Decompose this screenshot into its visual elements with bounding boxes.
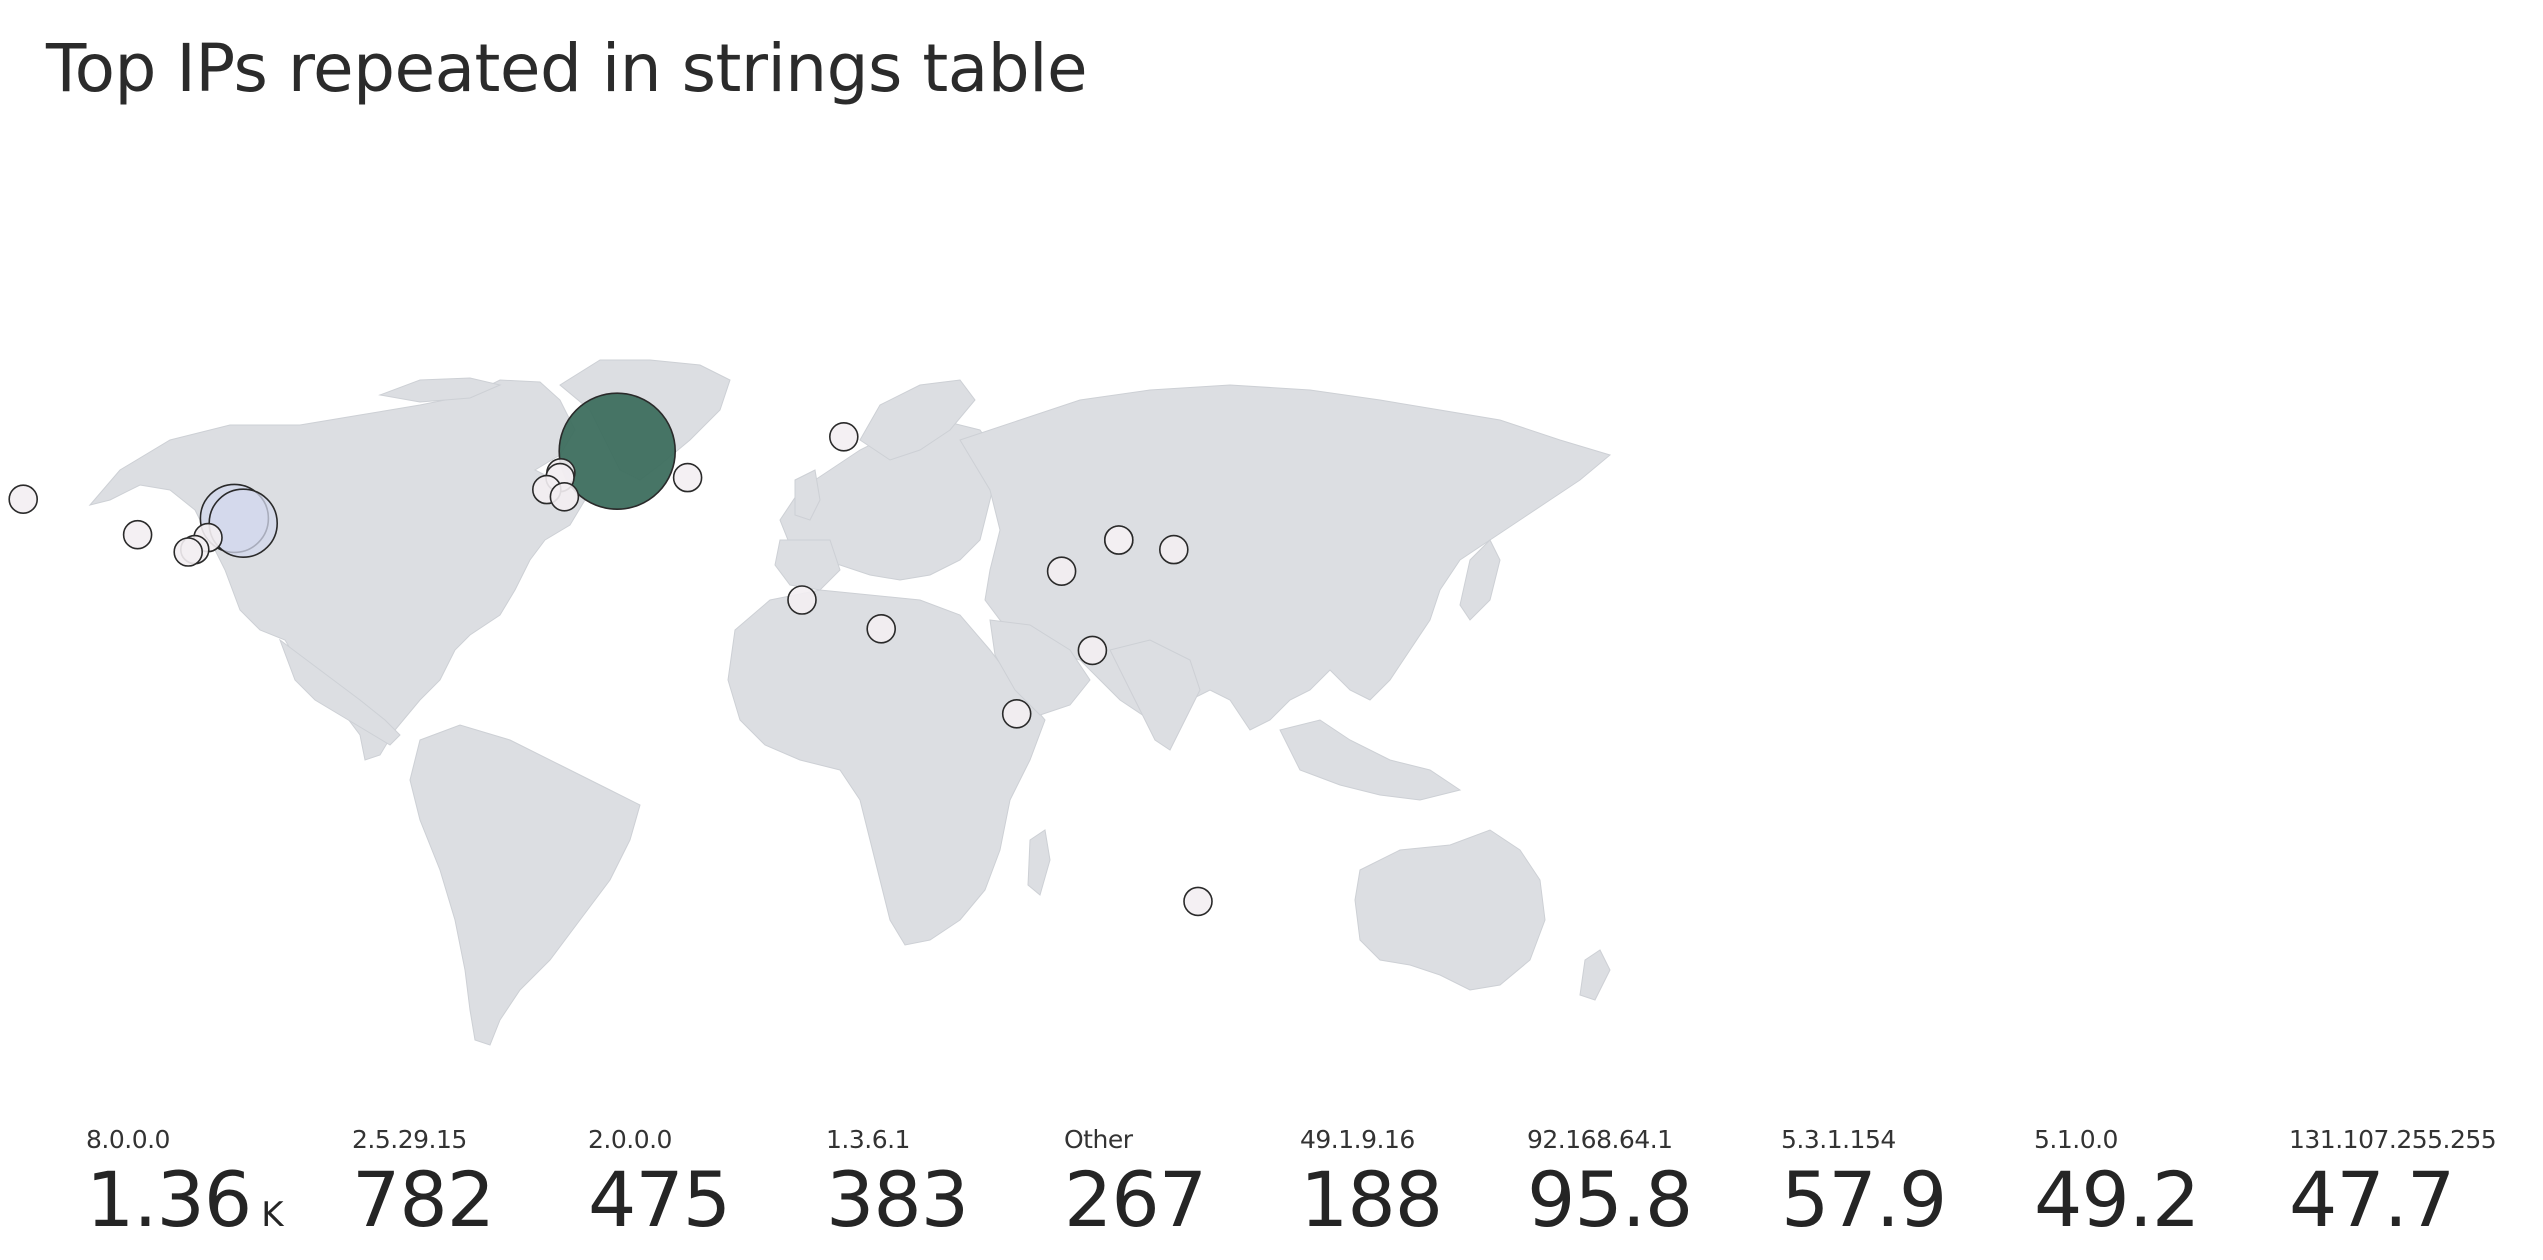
kpi-value: 47.7 (2289, 1155, 2455, 1244)
kpi-tile[interactable]: 49.1.9.16 188 (1300, 1125, 1443, 1244)
kpi-value: 57.9 (1781, 1155, 1947, 1244)
kpi-tile[interactable]: 5.1.0.0 49.2 (2034, 1125, 2200, 1244)
map-bubble[interactable] (1159, 534, 1189, 565)
map-bubble[interactable] (828, 421, 859, 452)
kpi-value-number: 1.36 (86, 1155, 252, 1244)
map-bubble[interactable] (549, 481, 580, 512)
page-title: Top IPs repeated in strings table (46, 30, 1088, 107)
land-australia (1354, 829, 1546, 991)
map-bubble[interactable] (122, 519, 153, 550)
land-madagascar (1027, 829, 1051, 896)
land-arctic-islands (378, 377, 502, 403)
land-layer (88, 359, 1612, 1046)
kpi-tile[interactable]: 8.0.0.0 1.36 K (86, 1125, 284, 1238)
kpi-tile[interactable]: 5.3.1.154 57.9 (1781, 1125, 1947, 1244)
kpi-label: 2.5.29.15 (352, 1125, 467, 1154)
kpi-value: 383 (826, 1155, 969, 1244)
land-britain (794, 469, 821, 521)
kpi-tile[interactable]: 1.3.6.1 383 (826, 1125, 969, 1244)
kpi-label: 8.0.0.0 (86, 1125, 170, 1154)
map-bubble[interactable] (1104, 525, 1134, 555)
map-bubble[interactable] (1001, 698, 1032, 729)
land-mexico-central-america (278, 638, 401, 746)
kpi-label: 131.107.255.255 (2289, 1125, 2497, 1154)
map-bubble[interactable] (173, 537, 203, 567)
kpi-tile[interactable]: Other 267 (1064, 1125, 1207, 1244)
kpi-value: 1.36 K (86, 1162, 284, 1238)
kpi-value: 782 (352, 1155, 495, 1244)
map-bubble[interactable] (558, 392, 677, 511)
kpi-label: Other (1064, 1125, 1133, 1154)
kpi-tiles: 8.0.0.0 1.36 K 2.5.29.15 782 2.0.0.0 475 … (0, 1125, 2543, 1260)
kpi-label: 5.1.0.0 (2034, 1125, 2118, 1154)
land-scandinavia (859, 379, 976, 461)
kpi-tile[interactable]: 2.5.29.15 782 (352, 1125, 495, 1244)
kpi-value: 475 (588, 1155, 731, 1244)
land-iberia (774, 539, 841, 591)
land-new-zealand (1579, 949, 1611, 1001)
world-map-canvas (8, 359, 1612, 1046)
kpi-value: 49.2 (2034, 1155, 2200, 1244)
kpi-label: 2.0.0.0 (588, 1125, 672, 1154)
kpi-value: 95.8 (1527, 1155, 1693, 1244)
kpi-tile[interactable]: 131.107.255.255 47.7 (2289, 1125, 2497, 1244)
kpi-label: 92.168.64.1 (1527, 1125, 1673, 1154)
map-bubble[interactable] (1077, 635, 1108, 666)
land-southeast-asia (1279, 719, 1462, 801)
kpi-value: 188 (1300, 1155, 1443, 1244)
kpi-value: 267 (1064, 1155, 1207, 1244)
map-bubble[interactable] (1183, 886, 1213, 917)
land-japan (1459, 539, 1501, 621)
land-south-america (409, 724, 641, 1046)
land-arabia (989, 619, 1091, 716)
kpi-label: 5.3.1.154 (1781, 1125, 1896, 1154)
map-bubble[interactable] (8, 484, 39, 515)
kpi-tile[interactable]: 92.168.64.1 95.8 (1527, 1125, 1693, 1244)
kpi-label: 49.1.9.16 (1300, 1125, 1415, 1154)
land-africa (727, 589, 1046, 946)
kpi-label: 1.3.6.1 (826, 1125, 910, 1154)
land-india (1109, 639, 1201, 751)
kpi-tile[interactable]: 2.0.0.0 475 (588, 1125, 731, 1244)
map-bubble[interactable] (1046, 556, 1077, 587)
map-bubble[interactable] (866, 613, 897, 644)
kpi-value-unit: K (261, 1195, 283, 1235)
map-bubble[interactable] (787, 585, 817, 615)
bubble-layer (8, 392, 1213, 917)
map-bubble[interactable] (672, 462, 703, 493)
